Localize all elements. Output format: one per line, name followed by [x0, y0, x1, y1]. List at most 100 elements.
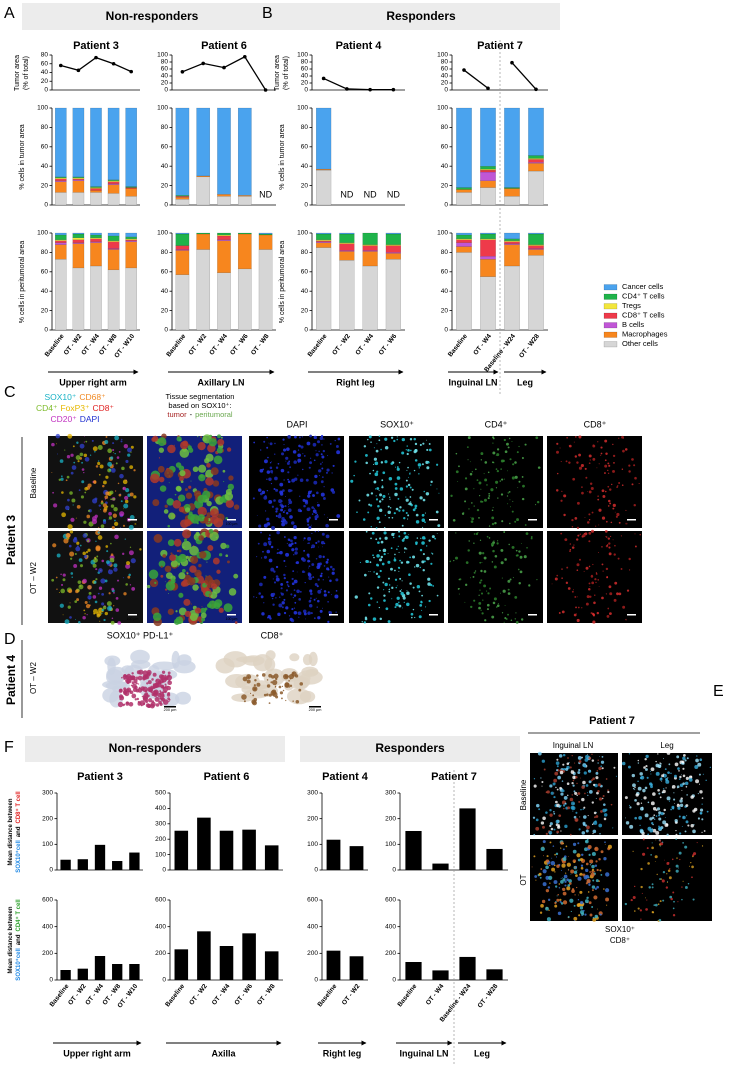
micrograph-detail [500, 593, 501, 594]
bar-segment [480, 233, 495, 234]
micrograph-detail [618, 558, 620, 560]
micrograph-detail [317, 540, 319, 542]
micrograph-detail [406, 485, 408, 487]
micrograph-detail [202, 606, 203, 607]
micrograph-detail [284, 612, 286, 614]
y-tick-label: 200 [155, 836, 166, 843]
micrograph-detail [93, 595, 97, 599]
micrograph-detail [76, 598, 79, 601]
micrograph-detail [710, 767, 711, 768]
micrograph-detail [686, 820, 689, 823]
micrograph-detail [609, 585, 612, 588]
micrograph-detail [370, 561, 372, 563]
bar-segment [456, 247, 471, 253]
micrograph-detail [60, 604, 64, 608]
micrograph-detail [307, 543, 308, 544]
area-point [59, 64, 63, 68]
micrograph-detail [279, 513, 281, 515]
y-tick-label: 80 [41, 249, 49, 256]
micrograph-detail [90, 455, 91, 456]
micrograph-detail [306, 518, 309, 521]
bar [95, 956, 105, 980]
micrograph [622, 839, 712, 921]
micrograph-detail [586, 784, 589, 787]
bar-segment [176, 234, 189, 246]
micrograph-detail [548, 899, 550, 901]
micrograph-detail [685, 804, 688, 807]
micrograph-detail [368, 571, 369, 572]
micrograph-detail [592, 458, 595, 461]
micrograph-detail [566, 845, 568, 847]
micrograph-detail [187, 531, 191, 535]
scale-bar [227, 519, 236, 521]
micrograph-detail [86, 539, 88, 541]
micrograph-detail [553, 811, 555, 813]
micrograph-detail [430, 484, 431, 485]
micrograph-detail [661, 774, 664, 777]
micrograph-detail [597, 579, 599, 581]
micrograph-detail [263, 542, 267, 546]
micrograph-detail [502, 578, 503, 579]
micrograph-detail [315, 437, 317, 439]
area-point [534, 88, 538, 92]
micrograph-detail [95, 545, 100, 550]
group-label: Upper right arm [63, 1048, 131, 1058]
micrograph-detail [638, 816, 642, 820]
micrograph-detail [634, 789, 635, 790]
bar-segment [456, 189, 471, 192]
micrograph-detail [574, 920, 575, 921]
micrograph-detail [560, 500, 562, 502]
micrograph-detail [593, 601, 596, 604]
micrograph-detail [393, 537, 395, 539]
micrograph-detail [290, 489, 292, 491]
label-part: SOX10⁺ [44, 392, 76, 402]
micrograph-detail [687, 824, 689, 826]
micrograph-detail [545, 811, 548, 814]
micrograph-detail [702, 804, 703, 805]
micrograph-detail [275, 511, 277, 513]
bar-segment [217, 108, 230, 194]
micrograph-detail [612, 470, 615, 473]
micrograph-detail [616, 513, 619, 516]
micrograph-detail [379, 509, 382, 512]
scale-bar [429, 519, 438, 521]
micrograph-detail [202, 437, 207, 442]
y-tick-label: 60 [301, 144, 309, 151]
micrograph-detail [568, 916, 570, 918]
micrograph-detail [208, 522, 209, 523]
micrograph-detail [420, 549, 422, 551]
micrograph-detail [80, 453, 84, 457]
micrograph-detail [307, 524, 309, 526]
y-tick-label: 100 [307, 841, 318, 848]
column-label: DAPI [286, 419, 307, 429]
micrograph-detail [601, 850, 604, 853]
micrograph-detail [632, 774, 635, 777]
micrograph-detail [592, 759, 594, 761]
group-label: Right leg [336, 377, 375, 387]
micrograph-detail [94, 451, 96, 453]
micrograph-detail [334, 594, 338, 598]
micrograph-detail [122, 487, 126, 491]
area-line [61, 58, 131, 72]
micrograph-detail [80, 444, 85, 449]
micrograph-detail [604, 818, 607, 821]
tissue-stain [283, 690, 285, 692]
micrograph-detail [127, 576, 130, 579]
micrograph-detail [480, 489, 481, 490]
y-tick-label: 0 [444, 87, 448, 94]
bar-segment [55, 179, 66, 181]
micrograph-detail [597, 770, 599, 772]
micrograph-detail [69, 616, 72, 619]
micrograph-detail [271, 546, 274, 549]
micrograph-detail [267, 457, 269, 459]
micrograph-detail [282, 606, 284, 608]
y-tick-label: 20 [161, 307, 169, 314]
scale-bar [528, 519, 537, 521]
micrograph-detail [68, 606, 71, 609]
tissue-stain [135, 676, 138, 679]
micrograph-detail [639, 825, 640, 826]
micrograph-detail [614, 553, 616, 555]
micrograph-detail [596, 572, 597, 573]
micrograph-detail [280, 509, 283, 512]
y-tick-label: 100 [155, 851, 166, 858]
